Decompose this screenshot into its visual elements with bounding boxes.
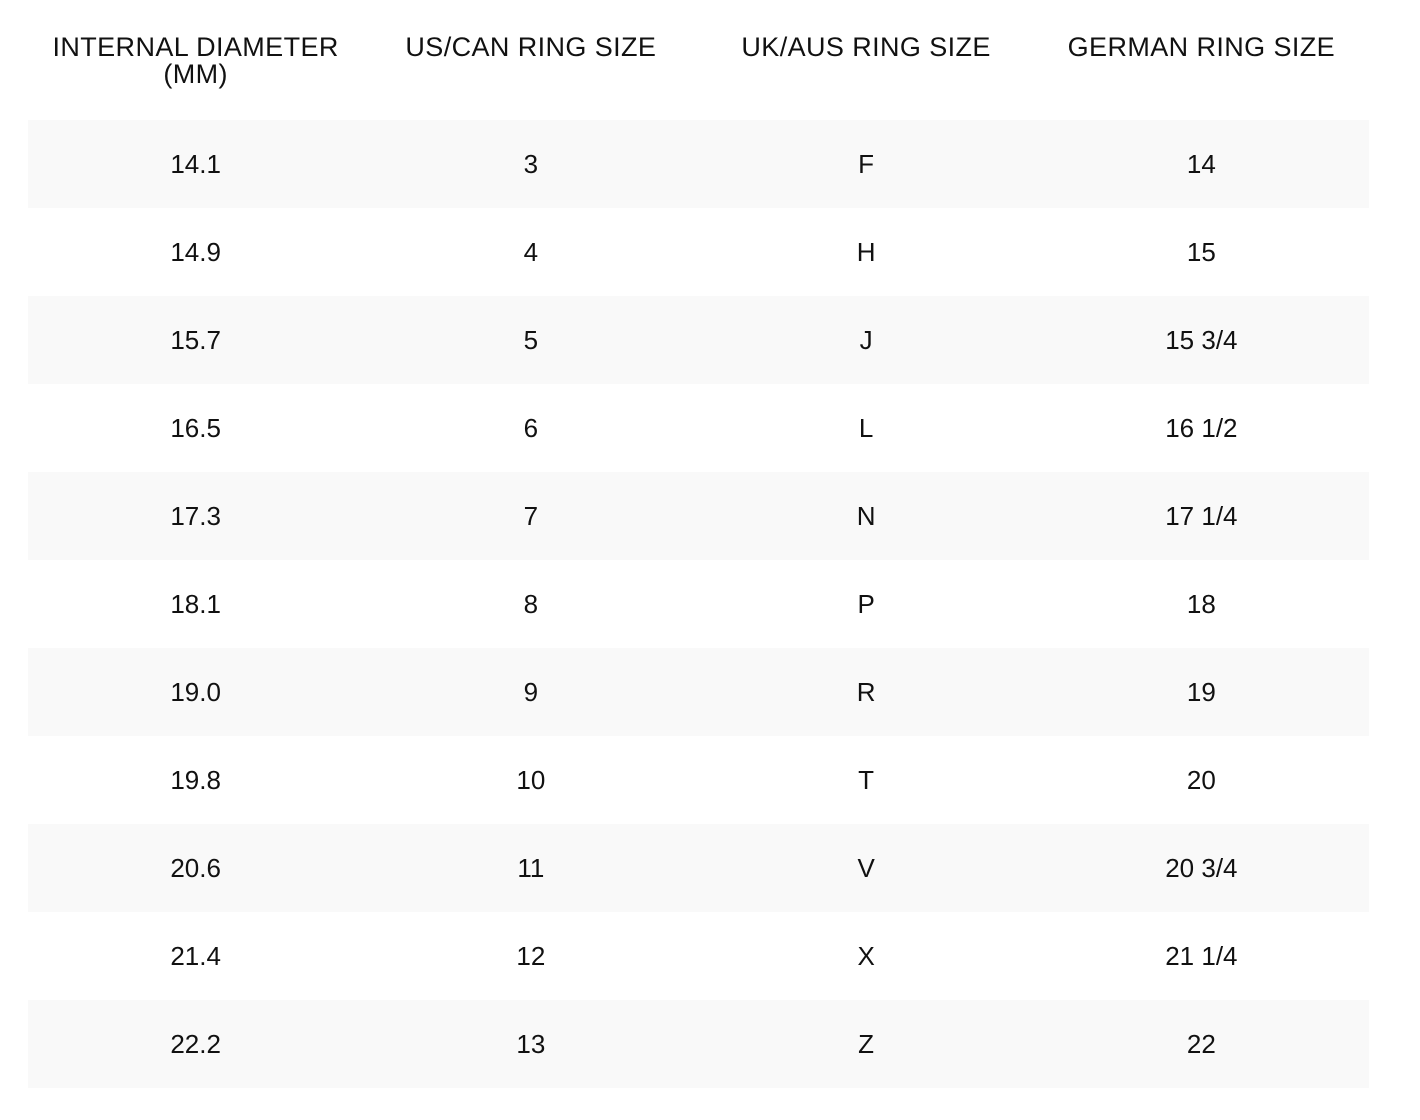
us-can-size-cell: 7 xyxy=(523,501,539,531)
internal-diameter-cell: 20.6 xyxy=(170,853,221,883)
us-can-size-cell: 10 xyxy=(516,765,546,795)
uk-aus-size-cell: T xyxy=(858,765,875,795)
internal-diameter-cell: 14.9 xyxy=(170,237,221,267)
german-size-cell: 20 3/4 xyxy=(1165,853,1238,883)
table-row: 22.2 13 Z 22 xyxy=(28,1000,1369,1088)
uk-aus-size-cell: P xyxy=(857,589,875,619)
table-row: 19.8 10 T 20 xyxy=(28,736,1369,824)
german-size-cell: 22 xyxy=(1186,1029,1216,1059)
uk-aus-size-cell: Z xyxy=(858,1029,875,1059)
internal-diameter-cell: 17.3 xyxy=(170,501,221,531)
table-header-row: INTERNAL DIAMETER (MM) US/CAN RING SIZE … xyxy=(28,0,1369,120)
ring-size-table: INTERNAL DIAMETER (MM) US/CAN RING SIZE … xyxy=(28,0,1369,1088)
table-row: 16.5 6 L 16 1/2 xyxy=(28,384,1369,472)
uk-aus-size-cell: L xyxy=(858,413,874,443)
german-size-cell: 16 1/2 xyxy=(1165,413,1238,443)
table-body: 14.1 3 F 14 14.9 4 H 15 15.7 5 J 15 3/4 16.5 6 L 16 1/2… xyxy=(28,120,1369,1088)
us-can-size-cell: 5 xyxy=(523,325,539,355)
table-row: 21.4 12 X 21 1/4 xyxy=(28,912,1369,1000)
table-row: 14.1 3 F 14 xyxy=(28,120,1369,208)
column-header-german-ring-size: GERMAN RING SIZE xyxy=(1067,32,1336,62)
german-size-cell: 15 3/4 xyxy=(1165,325,1238,355)
us-can-size-cell: 9 xyxy=(523,677,539,707)
uk-aus-size-cell: F xyxy=(858,149,875,179)
german-size-cell: 14 xyxy=(1186,149,1216,179)
us-can-size-cell: 12 xyxy=(516,941,546,971)
us-can-size-cell: 13 xyxy=(516,1029,546,1059)
us-can-size-cell: 4 xyxy=(523,237,539,267)
german-size-cell: 19 xyxy=(1186,677,1216,707)
internal-diameter-cell: 14.1 xyxy=(170,149,221,179)
uk-aus-size-cell: R xyxy=(856,677,876,707)
german-size-cell: 15 xyxy=(1186,237,1216,267)
table-row: 18.1 8 P 18 xyxy=(28,560,1369,648)
german-size-cell: 17 1/4 xyxy=(1165,501,1238,531)
internal-diameter-cell: 18.1 xyxy=(170,589,221,619)
internal-diameter-cell: 21.4 xyxy=(170,941,221,971)
uk-aus-size-cell: X xyxy=(857,941,875,971)
uk-aus-size-cell: J xyxy=(859,325,873,355)
table-row: 14.9 4 H 15 xyxy=(28,208,1369,296)
table-row: 15.7 5 J 15 3/4 xyxy=(28,296,1369,384)
internal-diameter-cell: 16.5 xyxy=(170,413,221,443)
internal-diameter-cell: 15.7 xyxy=(170,325,221,355)
column-header-us-can-ring-size: US/CAN RING SIZE xyxy=(405,32,657,62)
german-size-cell: 18 xyxy=(1186,589,1216,619)
uk-aus-size-cell: H xyxy=(856,237,876,267)
uk-aus-size-cell: V xyxy=(857,853,875,883)
german-size-cell: 20 xyxy=(1186,765,1216,795)
german-size-cell: 21 1/4 xyxy=(1165,941,1238,971)
table-row: 17.3 7 N 17 1/4 xyxy=(28,472,1369,560)
column-header-internal-diameter: INTERNAL DIAMETER (MM) xyxy=(52,32,339,89)
table-row: 19.0 9 R 19 xyxy=(28,648,1369,736)
uk-aus-size-cell: N xyxy=(856,501,876,531)
internal-diameter-cell: 19.0 xyxy=(170,677,221,707)
us-can-size-cell: 3 xyxy=(523,149,539,179)
table-row: 20.6 11 V 20 3/4 xyxy=(28,824,1369,912)
us-can-size-cell: 11 xyxy=(517,853,545,883)
internal-diameter-cell: 19.8 xyxy=(170,765,221,795)
column-header-uk-aus-ring-size: UK/AUS RING SIZE xyxy=(741,32,991,62)
us-can-size-cell: 6 xyxy=(523,413,539,443)
us-can-size-cell: 8 xyxy=(523,589,539,619)
internal-diameter-cell: 22.2 xyxy=(170,1029,221,1059)
